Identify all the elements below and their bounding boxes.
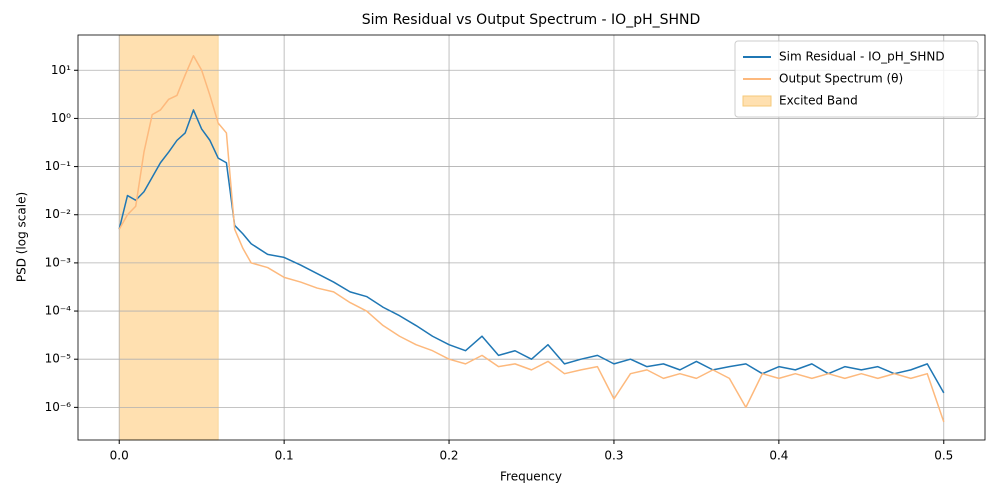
x-tick-label: 0.5: [934, 449, 953, 463]
x-tick-label: 0.2: [439, 449, 458, 463]
y-axis-label: PSD (log scale): [15, 192, 29, 282]
series-line: [118, 55, 945, 423]
plot-frame: [77, 34, 986, 441]
x-tick-label: 0.3: [604, 449, 623, 463]
legend: Sim Residual - IO_pH_SHND Output Spectrum…: [734, 40, 979, 118]
chart-title: Sim Residual vs Output Spectrum - IO_pH_…: [362, 12, 701, 28]
y-tick-label: 10¹: [51, 63, 71, 77]
legend-label: Excited Band: [779, 94, 858, 108]
series-line: [118, 109, 945, 394]
legend-label: Sim Residual - IO_pH_SHND: [779, 50, 945, 64]
y-tick-label: 10⁻²: [45, 207, 72, 221]
x-tick-label: 0.1: [275, 449, 294, 463]
shaded-band: [118, 34, 219, 441]
x-tick-label: 0.0: [110, 449, 129, 463]
x-tick-label: 0.4: [769, 449, 788, 463]
y-tick-label: 10⁻³: [45, 255, 72, 269]
x-axis-label: Frequency: [500, 470, 562, 484]
legend-label: Output Spectrum (θ): [779, 72, 903, 86]
y-tick-label: 10⁰: [51, 111, 71, 125]
y-tick-label: 10⁻⁵: [45, 352, 72, 366]
y-tick-label: 10⁻⁴: [45, 304, 72, 318]
y-tick-label: 10⁻¹: [45, 159, 72, 173]
legend-box: [734, 40, 979, 118]
y-tick-label: 10⁻⁶: [45, 400, 72, 414]
legend-swatch: [742, 95, 772, 107]
